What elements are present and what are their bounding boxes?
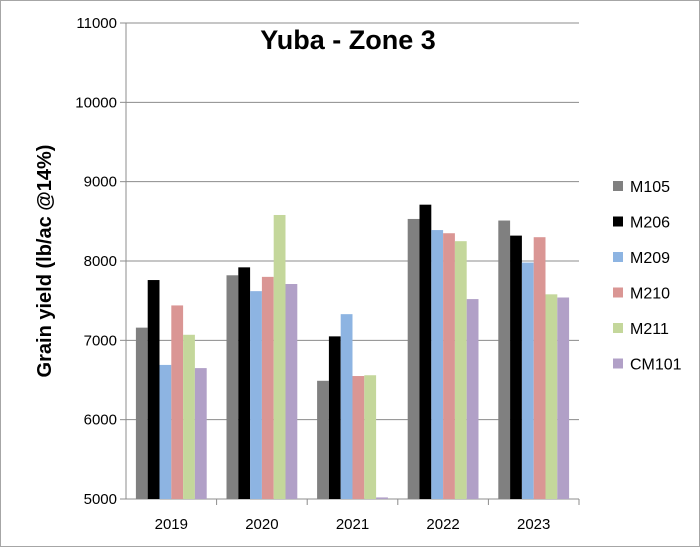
y-tick-label: 7000 — [84, 332, 117, 349]
x-tick-label: 2019 — [155, 516, 188, 533]
chart-title: Yuba - Zone 3 — [260, 25, 436, 55]
bar-m211-2022 — [454, 241, 467, 499]
legend-swatch-m211 — [613, 323, 623, 333]
y-tick-label: 8000 — [84, 253, 117, 270]
tick-labels: 5000 6000 7000 8000 9000 10000 11000 2019 2020 20… — [75, 15, 550, 533]
bar-m209-2020 — [250, 291, 262, 499]
bar-m206-2022 — [419, 204, 432, 499]
bar-m105-2019 — [135, 327, 148, 499]
bar-m206-2019 — [147, 280, 160, 499]
legend-label-m209: M209 — [630, 250, 670, 267]
x-tick-label: 2022 — [426, 516, 459, 533]
legend-label-m210: M210 — [630, 286, 670, 303]
bar-m210-2022 — [443, 233, 455, 499]
y-tick-label: 10000 — [75, 94, 117, 111]
bar-cm101-2020 — [285, 284, 298, 499]
x-tick-label: 2021 — [336, 516, 369, 533]
bar-m211-2019 — [183, 334, 195, 499]
bar-m105-2021 — [317, 380, 329, 499]
legend-label-m206: M206 — [630, 215, 670, 232]
bar-m209-2021 — [340, 314, 353, 499]
bar-m210-2023 — [533, 237, 546, 499]
bar-m206-2021 — [328, 336, 341, 499]
bar-m210-2020 — [261, 276, 274, 499]
bar-cm101-2019 — [194, 368, 207, 499]
bar-m206-2020 — [238, 267, 251, 499]
x-tick-label: 2023 — [517, 516, 550, 533]
legend-swatch-m105 — [613, 181, 623, 191]
bar-m211-2020 — [273, 214, 286, 499]
bar-m209-2022 — [431, 230, 444, 499]
bar-m210-2021 — [352, 376, 365, 499]
bar-m105-2022 — [407, 218, 420, 499]
legend-label-cm101: CM101 — [630, 357, 682, 374]
bar-m105-2020 — [226, 275, 239, 499]
legend-label-m105: M105 — [630, 179, 670, 196]
bar-m211-2023 — [545, 294, 558, 499]
x-tick-label: 2020 — [245, 516, 278, 533]
bar-cm101-2021 — [376, 497, 388, 499]
bar-cm101-2023 — [557, 297, 570, 499]
legend-swatch-m209 — [613, 252, 623, 262]
legend: M105 M206 M209 M210 M211 CM101 — [613, 179, 682, 374]
bar-m206-2023 — [510, 235, 522, 499]
bars — [135, 204, 570, 500]
y-tick-label: 6000 — [84, 412, 117, 429]
bar-m209-2019 — [159, 364, 172, 499]
bar-m209-2023 — [521, 262, 534, 499]
y-tick-label: 5000 — [84, 491, 117, 508]
y-tick-label: 9000 — [84, 174, 117, 191]
legend-swatch-m206 — [613, 216, 623, 227]
bar-m211-2021 — [364, 375, 377, 499]
legend-swatch-cm101 — [613, 358, 623, 369]
legend-label-m211: M211 — [630, 321, 669, 338]
y-axis-label: Grain yield (lb/ac @14%) — [34, 145, 56, 378]
legend-swatch-m210 — [613, 287, 623, 298]
y-tick-label: 11000 — [76, 15, 117, 32]
bar-cm101-2022 — [466, 299, 479, 499]
bar-m105-2023 — [498, 220, 511, 500]
bar-m210-2019 — [171, 305, 184, 499]
